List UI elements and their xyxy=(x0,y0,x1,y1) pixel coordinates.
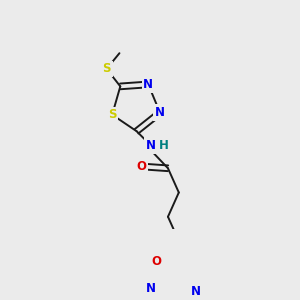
Text: N: N xyxy=(155,106,165,119)
Text: O: O xyxy=(137,160,147,173)
Text: N: N xyxy=(143,78,153,91)
Text: N: N xyxy=(146,139,156,152)
Text: N: N xyxy=(146,281,156,295)
Text: N: N xyxy=(191,286,201,298)
Text: S: S xyxy=(108,108,116,121)
Text: H: H xyxy=(159,139,169,152)
Text: O: O xyxy=(152,255,162,268)
Text: S: S xyxy=(102,62,111,75)
